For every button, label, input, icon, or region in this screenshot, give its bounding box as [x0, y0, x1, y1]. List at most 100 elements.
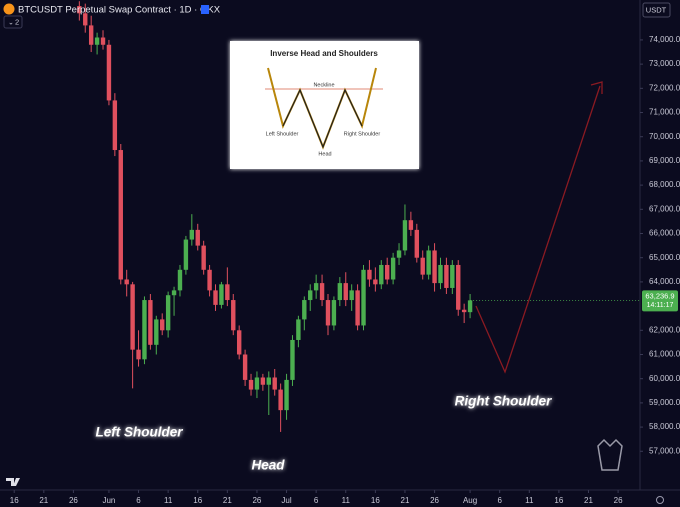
- coin-icon: [3, 3, 15, 15]
- annotation: Right Shoulder: [455, 394, 552, 409]
- candle-body: [444, 264, 449, 288]
- candle-body: [396, 250, 402, 258]
- price-label: 63,236.9: [645, 291, 674, 300]
- x-tick-label: 16: [371, 496, 380, 505]
- currency: USDT: [646, 5, 667, 14]
- candle-body: [337, 283, 343, 301]
- y-tick-label: 73,000.0: [649, 59, 680, 68]
- candle-body: [236, 330, 242, 355]
- candle-body: [367, 269, 372, 280]
- x-tick-label: Jun: [102, 496, 115, 505]
- candle-body: [290, 339, 295, 380]
- watermark-logo: [597, 438, 623, 471]
- inset-label: Left Shoulder: [266, 131, 299, 137]
- candle-body: [160, 319, 165, 331]
- projection-arrow: [590, 81, 603, 94]
- candle-body: [112, 100, 118, 151]
- candle-body: [361, 269, 366, 326]
- candle-body: [390, 257, 396, 280]
- x-tick-label: 26: [430, 496, 439, 505]
- y-tick-label: 58,000.0: [649, 422, 680, 431]
- x-tick-label: 21: [584, 496, 593, 505]
- candle-body: [302, 300, 307, 320]
- annotation: Head: [251, 458, 285, 473]
- candle-body: [189, 229, 195, 240]
- x-tick-label: 26: [614, 496, 623, 505]
- logo-shape: [597, 438, 623, 471]
- candle-body: [225, 284, 230, 301]
- candle-body: [142, 300, 147, 360]
- candle-body: [325, 300, 331, 326]
- candle-body: [432, 250, 437, 284]
- y-tick-label: 64,000.0: [649, 277, 680, 286]
- candle-body: [130, 284, 135, 350]
- inset-label: Right Shoulder: [344, 131, 381, 137]
- y-tick-label: 69,000.0: [649, 156, 680, 165]
- flag-icon[interactable]: [201, 5, 209, 14]
- currency-button[interactable]: [642, 2, 671, 18]
- chevron: ⌄: [8, 19, 14, 26]
- x-tick-label: 16: [10, 496, 19, 505]
- inset-title: Inverse Head and Shoulders: [270, 49, 378, 58]
- x-tick-label: 11: [525, 496, 534, 505]
- candle-body: [248, 379, 254, 390]
- x-tick-label: 6: [497, 496, 502, 505]
- y-tick-label: 70,000.0: [649, 132, 680, 141]
- candle-body: [402, 220, 408, 251]
- pattern-line-inner: [282, 88, 363, 149]
- candle-body: [319, 283, 325, 301]
- y-tick-label: 68,000.0: [649, 180, 680, 189]
- candle-body: [165, 295, 171, 331]
- candle-body: [408, 220, 414, 230]
- x-tick-label: 26: [69, 496, 78, 505]
- settings-icon[interactable]: [656, 496, 664, 504]
- countdown: 14:11:17: [647, 302, 674, 309]
- candle-body: [260, 377, 266, 385]
- candle-body: [272, 377, 277, 390]
- candle-body: [77, 6, 82, 14]
- candle-body: [88, 25, 94, 45]
- candle-body: [331, 300, 337, 326]
- candle-body: [343, 283, 348, 301]
- indicator-count: 2: [15, 17, 19, 26]
- y-tick-label: 60,000.0: [649, 374, 680, 383]
- candle-body: [296, 319, 301, 340]
- candle-body: [154, 319, 159, 345]
- candle-body: [438, 264, 443, 284]
- y-tick-label: 72,000.0: [649, 83, 680, 92]
- candle-body: [284, 379, 289, 411]
- y-tick-label: 57,000.0: [649, 446, 680, 455]
- candle-body: [308, 290, 313, 301]
- x-tick-label: 6: [314, 496, 319, 505]
- indicator-toggle[interactable]: [3, 15, 23, 29]
- candle-body: [118, 150, 123, 280]
- candle-body: [83, 13, 88, 26]
- annotation: Left Shoulder: [96, 425, 184, 440]
- candle-body: [278, 389, 283, 411]
- candle-body: [94, 37, 100, 45]
- candle-body: [148, 300, 153, 345]
- x-tick-label: Jul: [281, 496, 291, 505]
- candle-body: [349, 290, 354, 301]
- candle-body: [450, 264, 455, 288]
- symbol-title: BTCUSDT Perpetual Swap Contract · 1D · O…: [18, 5, 221, 16]
- candle-body: [219, 284, 224, 305]
- neckline-label: Neckline: [313, 82, 334, 88]
- x-tick-label: 26: [252, 496, 261, 505]
- candle-body: [426, 250, 431, 275]
- candle-body: [242, 354, 248, 380]
- x-tick-label: 16: [193, 496, 202, 505]
- candle-body: [467, 300, 473, 313]
- y-tick-label: 59,000.0: [649, 398, 680, 407]
- price-tag: [642, 290, 678, 312]
- candle-body: [106, 44, 112, 101]
- candle-body: [100, 37, 106, 45]
- candle-body: [456, 264, 461, 310]
- y-tick-label: 61,000.0: [649, 350, 680, 359]
- candle-body: [266, 377, 271, 385]
- tv-logo: [6, 478, 20, 486]
- inset-label: Head: [318, 151, 331, 157]
- candle-body: [195, 229, 200, 246]
